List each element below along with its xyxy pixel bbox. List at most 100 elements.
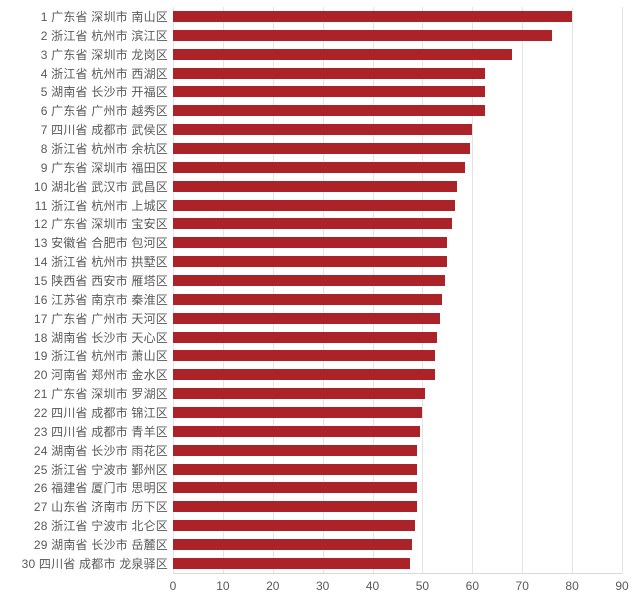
row-label: 8 浙江省 杭州市 余杭区 bbox=[40, 141, 168, 156]
row-label: 15 陕西省 西安市 雁塔区 bbox=[33, 273, 168, 288]
row-label: 16 江苏省 南京市 秦淮区 bbox=[33, 292, 168, 307]
x-tick-label: 90 bbox=[615, 579, 629, 593]
gridline bbox=[272, 7, 274, 573]
bar bbox=[173, 406, 423, 418]
plot-area bbox=[173, 7, 623, 574]
x-tick-label: 10 bbox=[216, 579, 230, 593]
row-label: 18 湖南省 长沙市 天心区 bbox=[33, 330, 168, 345]
table-row bbox=[173, 384, 622, 403]
row-label: 11 浙江省 杭州市 上城区 bbox=[34, 198, 168, 213]
gridline bbox=[422, 7, 424, 573]
gridline bbox=[472, 7, 474, 573]
bar bbox=[173, 444, 418, 456]
gridline bbox=[173, 7, 174, 573]
x-tick-label: 60 bbox=[465, 579, 480, 593]
bar bbox=[173, 218, 453, 230]
table-row bbox=[173, 139, 622, 158]
table-row bbox=[173, 158, 622, 177]
row-label: 7 四川省 成都市 武侯区 bbox=[40, 123, 168, 138]
table-row bbox=[173, 478, 622, 497]
table-row bbox=[173, 365, 622, 384]
table-row bbox=[173, 346, 622, 365]
bar bbox=[173, 293, 443, 305]
bar bbox=[173, 538, 413, 550]
row-label: 28 浙江省 宁波市 北仑区 bbox=[33, 519, 168, 534]
gridline bbox=[372, 7, 374, 573]
row-label: 12 广东省 深圳市 宝安区 bbox=[33, 217, 168, 232]
x-tick-label: 70 bbox=[515, 579, 529, 593]
bar bbox=[173, 199, 455, 211]
x-tick-label: 0 bbox=[169, 579, 177, 593]
x-axis: 0 10 20 30 40 50 60 70 80 90 bbox=[169, 579, 629, 595]
row-label: 6 广东省 广州市 越秀区 bbox=[40, 104, 168, 119]
table-row bbox=[173, 535, 622, 554]
gridline bbox=[222, 7, 224, 573]
x-tick-label: 20 bbox=[266, 579, 280, 593]
bar bbox=[173, 369, 435, 381]
table-row bbox=[173, 233, 622, 252]
table-row bbox=[173, 7, 622, 26]
gridline bbox=[522, 7, 524, 573]
table-row bbox=[173, 214, 622, 233]
table-row bbox=[173, 252, 622, 271]
row-label: 17 广东省 广州市 天河区 bbox=[33, 311, 168, 326]
row-label: 30 四川省 成都市 龙泉驿区 bbox=[21, 556, 168, 571]
bar bbox=[173, 142, 470, 154]
table-row bbox=[173, 120, 622, 139]
bar bbox=[173, 274, 445, 286]
gridline bbox=[322, 7, 324, 573]
table-row bbox=[173, 309, 622, 328]
x-tick-label: 40 bbox=[365, 579, 380, 593]
bar bbox=[173, 86, 485, 98]
table-row bbox=[173, 497, 622, 516]
row-label: 19 浙江省 杭州市 萧山区 bbox=[33, 349, 168, 364]
row-label: 26 福建省 厦门市 思明区 bbox=[33, 481, 168, 496]
table-row bbox=[173, 290, 622, 309]
bar bbox=[173, 10, 573, 22]
table-row bbox=[173, 271, 622, 290]
row-label: 24 湖南省 长沙市 雨花区 bbox=[33, 443, 168, 458]
bar bbox=[173, 463, 418, 475]
row-label: 4 浙江省 杭州市 西湖区 bbox=[40, 66, 168, 81]
bar-rows bbox=[173, 7, 622, 573]
bar bbox=[173, 237, 448, 249]
row-label: 22 四川省 成都市 锦江区 bbox=[33, 405, 168, 420]
x-tick-label: 30 bbox=[315, 579, 330, 593]
bar bbox=[173, 29, 553, 41]
bar bbox=[173, 48, 513, 60]
table-row bbox=[173, 101, 622, 120]
bar bbox=[173, 350, 435, 362]
bar bbox=[173, 161, 465, 173]
row-label: 5 湖南省 长沙市 开福区 bbox=[40, 85, 168, 100]
row-label: 20 河南省 郑州市 金水区 bbox=[33, 368, 168, 383]
x-tick-label: 80 bbox=[565, 579, 579, 593]
bar bbox=[173, 425, 420, 437]
gridline bbox=[572, 7, 574, 573]
table-row bbox=[173, 45, 622, 64]
bar bbox=[173, 501, 418, 513]
row-label: 25 浙江省 宁波市 鄞州区 bbox=[33, 462, 168, 477]
table-row bbox=[173, 82, 622, 101]
bar bbox=[173, 67, 485, 79]
gridlines bbox=[173, 7, 623, 573]
row-label: 23 四川省 成都市 青羊区 bbox=[33, 424, 168, 439]
table-row bbox=[173, 328, 622, 347]
bar bbox=[173, 105, 485, 117]
table-row bbox=[173, 403, 622, 422]
row-label: 27 山东省 济南市 历下区 bbox=[33, 500, 168, 515]
y-axis-labels: 1 广东省 深圳市 南山区 2 浙江省 杭州市 滨江区 3 广东省 深圳市 龙岗区 4… bbox=[0, 7, 168, 573]
row-label: 13 安徽省 合肥市 包河区 bbox=[33, 236, 168, 251]
bar bbox=[173, 331, 438, 343]
bar bbox=[173, 557, 410, 569]
row-label: 29 湖南省 长沙市 岳麓区 bbox=[33, 537, 168, 552]
row-label: 2 浙江省 杭州市 滨江区 bbox=[40, 28, 168, 43]
table-row bbox=[173, 554, 622, 573]
gridline bbox=[622, 7, 623, 573]
table-row bbox=[173, 460, 622, 479]
table-row bbox=[173, 516, 622, 535]
x-tick-label: 50 bbox=[415, 579, 430, 593]
row-label: 10 湖北省 武汉市 武昌区 bbox=[33, 179, 168, 194]
bar bbox=[173, 124, 473, 136]
bar bbox=[173, 256, 448, 268]
